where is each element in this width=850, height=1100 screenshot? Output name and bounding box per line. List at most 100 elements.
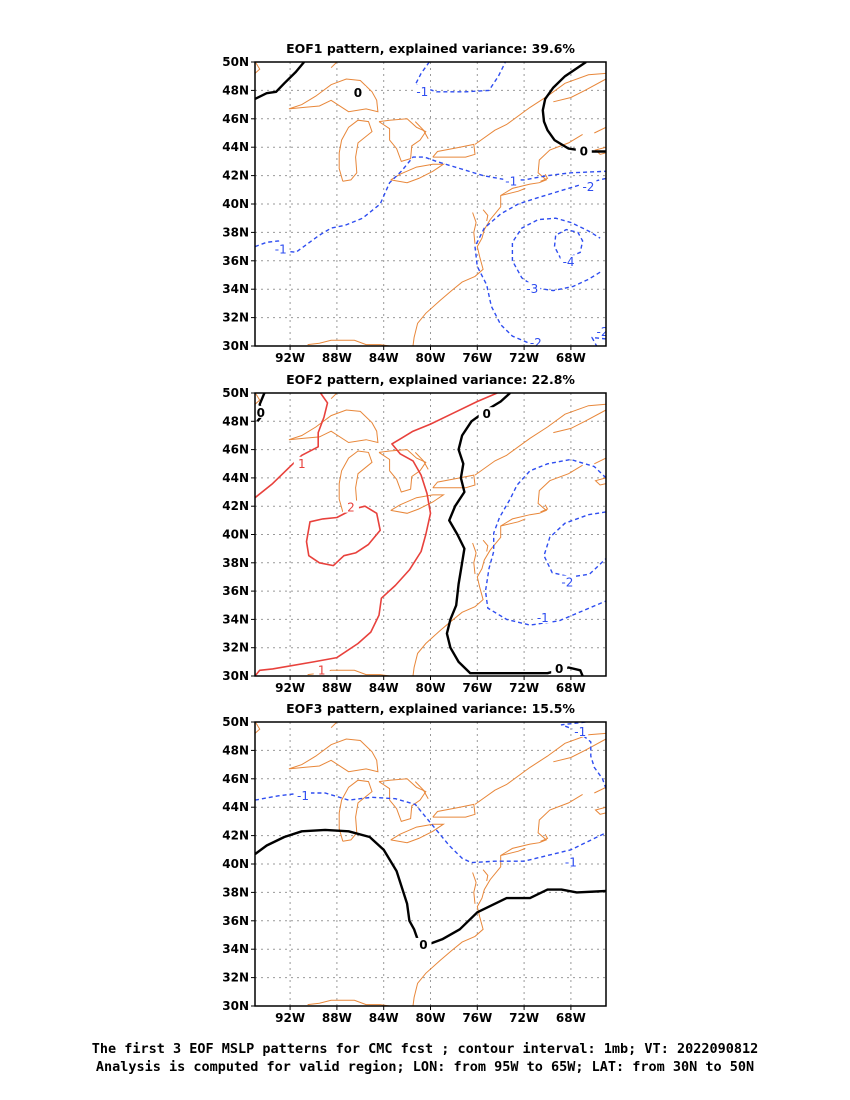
panel-title: EOF3 pattern, explained variance: 15.5% [286, 701, 575, 716]
coastline [307, 339, 390, 346]
coastline [500, 187, 526, 196]
contour-label: -2 [597, 325, 609, 339]
y-tick-label: 42N [222, 169, 249, 183]
x-tick-label: 80W [416, 1011, 446, 1025]
coastline [378, 118, 427, 163]
coastline [540, 173, 549, 182]
x-tick-label: 84W [369, 681, 399, 695]
y-tick-label: 38N [222, 885, 249, 899]
coastline [472, 212, 477, 244]
coastline [414, 781, 429, 799]
contour-label: 1 [318, 663, 326, 677]
coastline [288, 78, 379, 113]
contour-label-bg [562, 855, 579, 868]
contour-negative [414, 62, 507, 93]
panel-title: EOF2 pattern, explained variance: 22.8% [286, 372, 575, 387]
coastline [390, 163, 446, 184]
contour-label: 0 [257, 406, 265, 420]
x-tick-label: 88W [322, 681, 352, 695]
y-tick-label: 44N [222, 800, 249, 814]
x-tick-label: 68W [556, 1011, 586, 1025]
eof-panel-2: EOF2 pattern, explained variance: 22.8% 0… [222, 372, 607, 695]
contour-label-bg [594, 324, 606, 337]
coastline [330, 393, 338, 400]
coastline [412, 133, 583, 346]
y-tick-label: 30N [222, 669, 249, 683]
contour-label-bg [349, 86, 366, 99]
coastline [474, 403, 606, 476]
coastline [540, 504, 549, 513]
coastline [330, 722, 338, 729]
contour-label: -1 [565, 856, 577, 870]
y-tick-label: 32N [222, 311, 249, 325]
contour-label: -2 [530, 336, 542, 350]
coastline [474, 732, 606, 805]
coastline [482, 209, 489, 222]
contour-negative [553, 228, 584, 259]
coastline [482, 539, 489, 552]
coastline [330, 62, 338, 69]
contour-label: -1 [537, 611, 549, 625]
x-tick-label: 72W [509, 681, 539, 695]
coastline [594, 477, 606, 486]
eof-panel-1: EOF1 pattern, explained variance: 39.6% 0… [222, 41, 609, 365]
y-tick-label: 40N [222, 197, 249, 211]
x-tick-label: 92W [275, 1011, 305, 1025]
x-tick-label: 80W [416, 681, 446, 695]
contour-label-bg [272, 242, 289, 255]
y-tick-label: 48N [222, 414, 249, 428]
contour-label: -1 [297, 789, 309, 803]
panel-plot-area: 0 0 1 2 1 -2 -1 0 [255, 393, 606, 677]
contour-label: -1 [505, 174, 517, 188]
y-tick-label: 30N [222, 999, 249, 1013]
coastline [553, 78, 606, 103]
gridlines [255, 62, 606, 346]
x-tick-label: 84W [369, 1011, 399, 1025]
contour-label: 0 [580, 144, 588, 158]
y-tick-label: 50N [222, 386, 249, 400]
y-tick-label: 44N [222, 471, 249, 485]
coastline [482, 869, 489, 882]
x-tick-label: 72W [509, 1011, 539, 1025]
contour-label-bg [415, 937, 432, 950]
contour-zero [255, 828, 606, 947]
contour-negative [484, 458, 606, 626]
x-tick-label: 76W [462, 1011, 492, 1025]
x-tick-label: 76W [462, 351, 492, 365]
contour-label-bg [414, 84, 431, 97]
coastline [378, 449, 427, 493]
contour-label-bg [560, 255, 577, 268]
contour-label-bg [524, 282, 541, 295]
contour-label-bg [478, 407, 495, 420]
coastline [474, 72, 606, 145]
contour-label: -2 [561, 576, 573, 590]
coastline [338, 119, 373, 182]
y-tick-label: 50N [222, 715, 249, 729]
x-tick-label: 92W [275, 351, 305, 365]
contour-negative [255, 156, 606, 253]
y-tick-label: 48N [222, 743, 249, 757]
contour-positive [255, 393, 498, 676]
caption-line-2: Analysis is computed for valid region; L… [95, 1059, 755, 1075]
y-tick-label: 36N [222, 254, 249, 268]
coastline [553, 738, 606, 763]
contour-negative [591, 336, 606, 346]
contour-label: -1 [574, 725, 586, 739]
coastline [553, 409, 606, 434]
coastline [288, 409, 379, 444]
contour-label-bg [575, 144, 592, 157]
y-tick-label: 34N [222, 612, 249, 626]
y-tick-label: 46N [222, 443, 249, 457]
coastline [307, 999, 390, 1006]
y-tick-label: 50N [222, 55, 249, 69]
coastline [414, 121, 429, 139]
coastline [594, 786, 606, 794]
coastline [288, 738, 379, 773]
x-tick-label: 84W [369, 351, 399, 365]
y-tick-label: 38N [222, 556, 249, 570]
y-tick-label: 34N [222, 942, 249, 956]
coastline [412, 793, 583, 1006]
contour-negative [255, 792, 606, 864]
x-tick-label: 92W [275, 681, 305, 695]
coastline [594, 126, 606, 134]
